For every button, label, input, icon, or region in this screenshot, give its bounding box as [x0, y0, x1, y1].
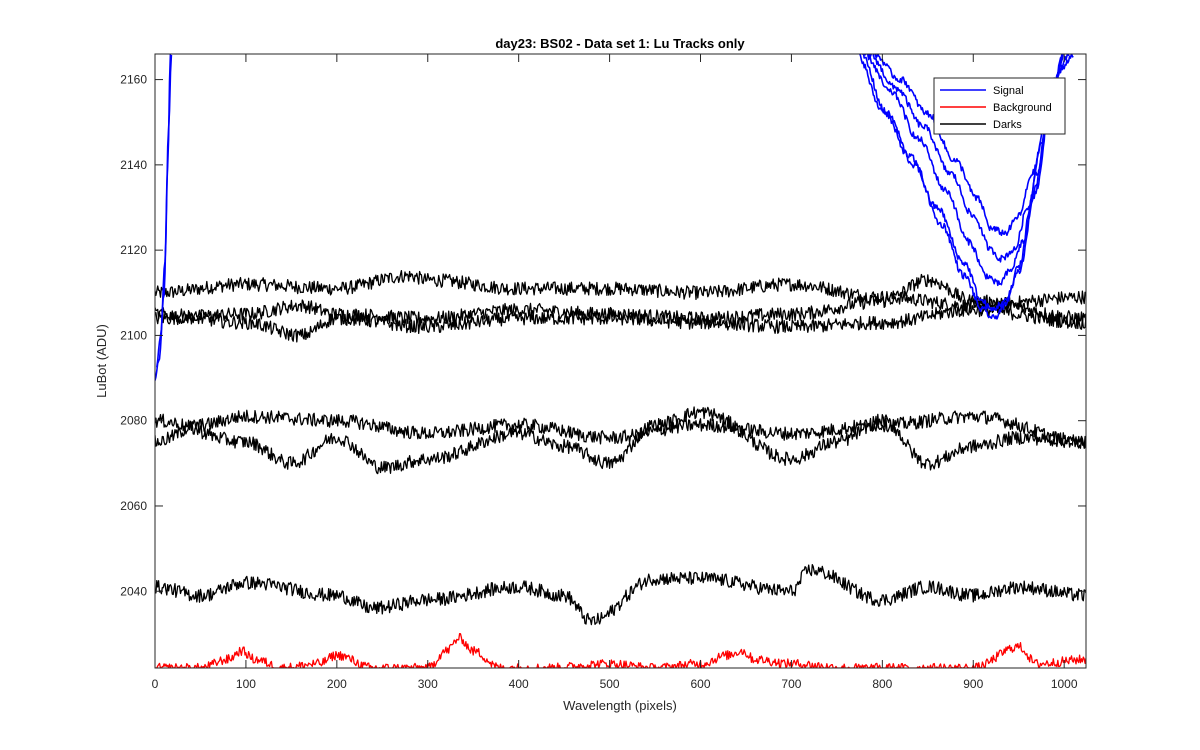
- series-darks-line-0: [155, 269, 1086, 313]
- x-tick-label: 200: [327, 677, 347, 691]
- x-tick-label: 400: [509, 677, 529, 691]
- y-tick-label: 2040: [120, 584, 147, 598]
- x-tick-label: 700: [781, 677, 801, 691]
- x-tick-label: 0: [152, 677, 159, 691]
- x-tick-label: 600: [690, 677, 710, 691]
- x-axis-label: Wavelength (pixels): [563, 698, 677, 713]
- y-tick-label: 2060: [120, 499, 147, 513]
- series-signal-line-8: [156, 54, 173, 368]
- y-tick-label: 2140: [120, 158, 147, 172]
- plot-series-layer: [155, 54, 1086, 668]
- series-darks-line-4: [155, 406, 1086, 475]
- series-signal-line-12: [872, 54, 1074, 237]
- y-axis-label: LuBot (ADU): [94, 324, 109, 398]
- x-tick-label: 900: [963, 677, 983, 691]
- x-tick-label: 300: [418, 677, 438, 691]
- y-tick-label: 2100: [120, 328, 147, 342]
- series-signal-line-11: [867, 54, 1070, 263]
- series-background-line-6: [155, 632, 1086, 668]
- series-darks-line-2: [155, 303, 1086, 343]
- plot-frame: [154, 53, 1087, 669]
- legend-label-background: Background: [993, 102, 1052, 114]
- series-signal-line-13: [861, 54, 1064, 320]
- series-darks-line-5: [155, 564, 1086, 626]
- chart-title: day23: BS02 - Data set 1: Lu Tracks only: [495, 36, 745, 51]
- x-tick-label: 500: [600, 677, 620, 691]
- x-tick-label: 100: [236, 677, 256, 691]
- legend: Signal Background Darks: [933, 77, 1066, 135]
- y-axis-ticks: 2040 2060 2080 2100 2120 2140 2160: [120, 73, 1086, 598]
- series-signal-line-7: [155, 54, 172, 381]
- series-darks-line-3: [155, 409, 1086, 449]
- y-tick-label: 2120: [120, 243, 147, 257]
- x-tick-label: 800: [872, 677, 892, 691]
- legend-label-darks: Darks: [993, 119, 1022, 131]
- y-tick-label: 2080: [120, 414, 147, 428]
- series-darks-line-1: [155, 273, 1086, 326]
- x-axis-ticks: 0 100 200 300 400 500 600 700 800 900 1000: [152, 54, 1078, 691]
- legend-label-signal: Signal: [993, 85, 1024, 97]
- x-tick-label: 1000: [1051, 677, 1078, 691]
- y-tick-label: 2160: [120, 73, 147, 87]
